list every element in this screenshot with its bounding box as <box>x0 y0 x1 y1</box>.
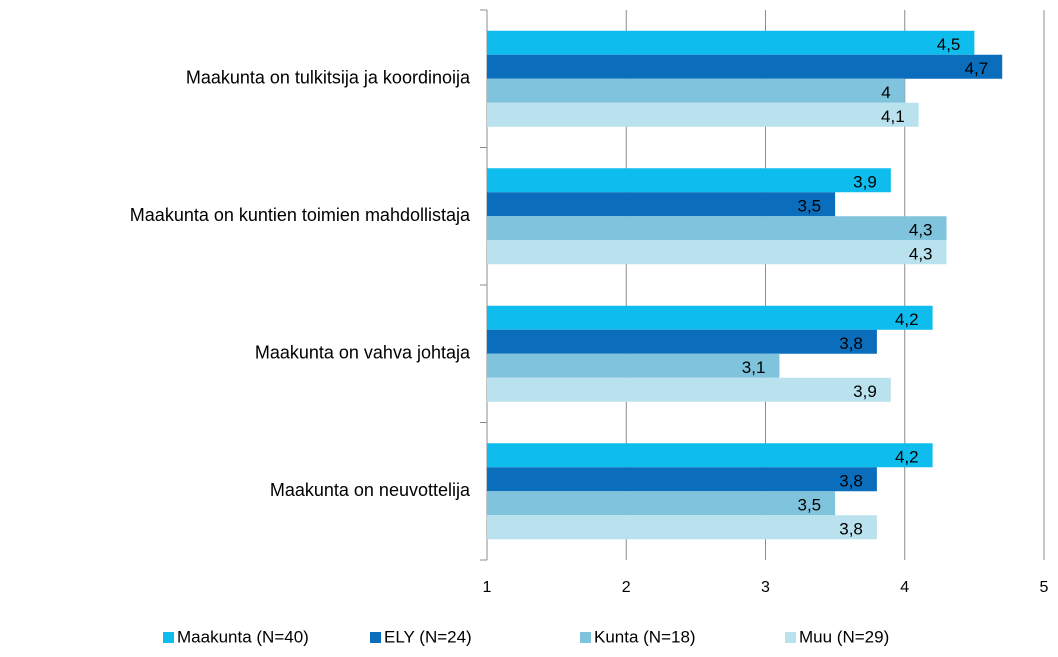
bar <box>487 78 905 103</box>
bar <box>487 353 780 378</box>
category-label: Maakunta on kuntien toimien mahdollistaj… <box>130 205 471 225</box>
value-label: 3,8 <box>839 520 863 539</box>
value-label: 4,7 <box>965 59 989 78</box>
value-label: 3,9 <box>853 173 877 192</box>
bar <box>487 329 877 354</box>
x-tick-label: 2 <box>622 579 631 596</box>
value-label: 4,5 <box>937 35 961 54</box>
bar <box>487 377 891 402</box>
bar <box>487 491 836 516</box>
value-label: 3,8 <box>839 334 863 353</box>
value-label: 4,2 <box>895 448 919 467</box>
bar <box>487 240 947 265</box>
category-label: Maakunta on tulkitsija ja koordinoija <box>186 68 471 88</box>
legend-label: Maakunta (N=40) <box>177 627 309 646</box>
x-tick-label: 5 <box>1040 579 1049 596</box>
legend-label: ELY (N=24) <box>384 627 472 646</box>
bar <box>487 305 933 330</box>
bar <box>487 515 877 540</box>
value-label: 4,1 <box>881 107 905 126</box>
value-label: 3,5 <box>797 197 821 216</box>
value-label: 4 <box>881 83 890 102</box>
legend-swatch <box>785 632 796 643</box>
legend-label: Muu (N=29) <box>799 627 889 646</box>
value-label: 4,2 <box>895 310 919 329</box>
bar <box>487 54 1003 79</box>
value-label: 3,1 <box>742 358 766 377</box>
x-tick-label: 1 <box>483 579 492 596</box>
bar <box>487 30 975 55</box>
category-label: Maakunta on vahva johtaja <box>255 343 471 363</box>
value-label: 4,3 <box>909 221 933 240</box>
value-label: 3,8 <box>839 472 863 491</box>
value-label: 3,5 <box>797 496 821 515</box>
bar <box>487 102 919 127</box>
value-label: 3,9 <box>853 382 877 401</box>
x-tick-label: 3 <box>761 579 770 596</box>
value-label: 4,3 <box>909 245 933 264</box>
legend-swatch <box>580 632 591 643</box>
bar <box>487 443 933 468</box>
legend-label: Kunta (N=18) <box>594 627 696 646</box>
x-tick-label: 4 <box>900 579 909 596</box>
bar <box>487 467 877 492</box>
bar <box>487 168 891 193</box>
legend-swatch <box>163 632 174 643</box>
category-label: Maakunta on neuvottelija <box>270 480 471 500</box>
legend-swatch <box>370 632 381 643</box>
bar <box>487 216 947 241</box>
bar <box>487 192 836 217</box>
